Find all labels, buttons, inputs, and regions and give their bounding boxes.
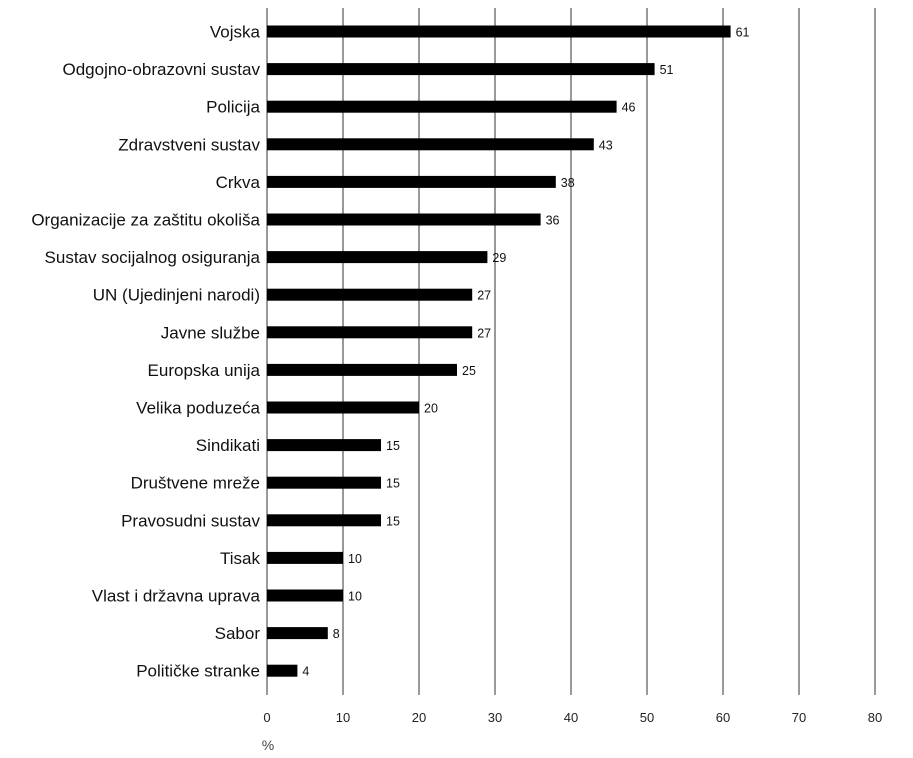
x-tick-label: 10	[336, 710, 350, 725]
category-label: UN (Ujedinjeni narodi)	[93, 286, 260, 305]
category-label: Policija	[206, 98, 260, 117]
x-tick-label: 50	[640, 710, 654, 725]
x-axis-label: %	[262, 737, 274, 753]
value-label: 43	[599, 138, 613, 152]
category-label: Europska unija	[148, 361, 261, 380]
category-label: Sustav socijalnog osiguranja	[45, 248, 261, 267]
category-label: Organizacije za zaštitu okoliša	[31, 211, 260, 230]
value-label: 4	[302, 665, 309, 679]
value-label: 29	[492, 251, 506, 265]
x-tick-label: 70	[792, 710, 806, 725]
x-axis-ticks: 0 10 20 30 40 50 60 70 80	[263, 710, 882, 725]
bar	[267, 25, 731, 38]
value-label: 15	[386, 514, 400, 528]
value-label: 51	[660, 63, 674, 77]
bar	[267, 514, 381, 527]
x-tick-label: 0	[263, 710, 270, 725]
category-label: Sabor	[215, 624, 261, 643]
category-label: Crkva	[216, 173, 261, 192]
category-label: Vojska	[210, 23, 261, 42]
category-label: Političke stranke	[136, 662, 260, 681]
category-label: Društvene mreže	[131, 474, 260, 493]
bar	[267, 363, 457, 376]
gridlines	[266, 8, 876, 695]
value-label: 8	[333, 627, 340, 641]
category-label: Pravosudni sustav	[121, 511, 260, 530]
bars	[267, 25, 731, 677]
category-label: Zdravstveni sustav	[118, 135, 260, 154]
bar	[267, 63, 655, 76]
category-label: Tisak	[220, 549, 260, 568]
bar	[267, 251, 488, 264]
bar	[267, 326, 473, 339]
category-label: Velika poduzeća	[136, 399, 260, 418]
bar	[267, 401, 419, 414]
value-label: 10	[348, 552, 362, 566]
bar	[267, 213, 541, 226]
value-label: 15	[386, 439, 400, 453]
bar	[267, 476, 381, 489]
value-label: 36	[546, 214, 560, 228]
value-label: 20	[424, 402, 438, 416]
category-labels: Vojska Odgojno-obrazovni sustav Policija Zd…	[31, 23, 260, 681]
x-tick-label: 40	[564, 710, 578, 725]
bar	[267, 664, 298, 677]
x-tick-label: 60	[716, 710, 730, 725]
value-label: 15	[386, 477, 400, 491]
value-label: 46	[622, 101, 636, 115]
value-label: 27	[477, 289, 491, 303]
bar	[267, 551, 343, 564]
value-label: 27	[477, 326, 491, 340]
category-label: Javne službe	[161, 323, 260, 342]
bar	[267, 288, 473, 301]
bar	[267, 439, 381, 452]
bar	[267, 627, 328, 640]
bar	[267, 100, 617, 113]
category-label: Vlast i državna uprava	[92, 587, 261, 606]
bar	[267, 175, 556, 188]
x-tick-label: 30	[488, 710, 502, 725]
value-label: 10	[348, 590, 362, 604]
x-tick-label: 20	[412, 710, 426, 725]
category-label: Sindikati	[196, 436, 260, 455]
x-tick-label: 80	[868, 710, 882, 725]
bar	[267, 589, 343, 602]
bar	[267, 138, 594, 151]
value-labels: 61 51 46 43 38 36 29 27 27 25 20 15 15 15 10 10 8 4	[302, 26, 749, 679]
value-label: 25	[462, 364, 476, 378]
category-label: Odgojno-obrazovni sustav	[62, 60, 260, 79]
value-label: 61	[736, 26, 750, 40]
value-label: 38	[561, 176, 575, 190]
